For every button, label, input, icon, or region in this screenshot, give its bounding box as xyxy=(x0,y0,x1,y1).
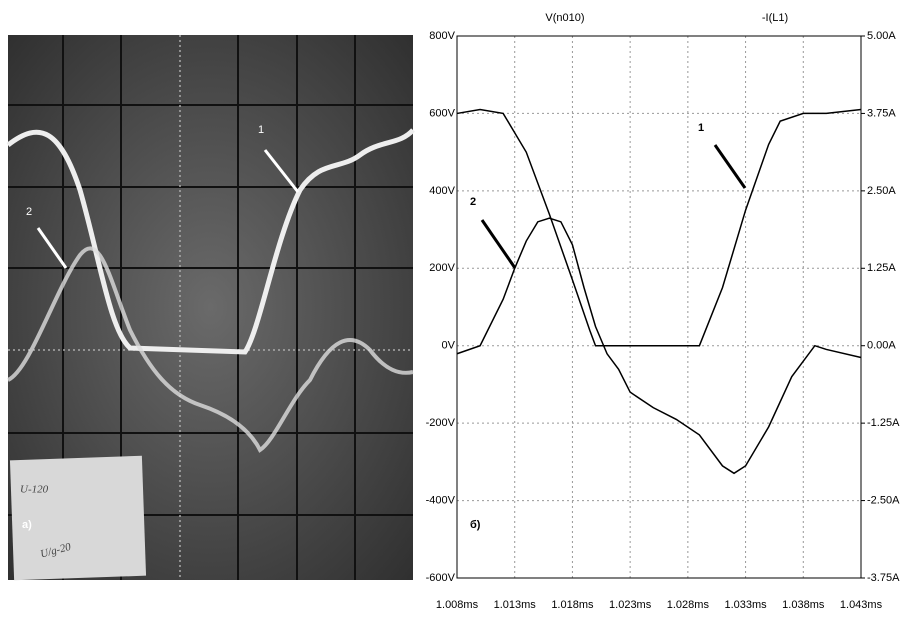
handwritten-note: U-120 xyxy=(20,484,49,496)
annotation: 1 xyxy=(698,122,704,134)
legend-label: V(n010) xyxy=(545,12,584,24)
photo-label: 1 xyxy=(258,124,264,136)
x-tick-label: 1.038ms xyxy=(782,599,825,611)
x-tick-label: 1.033ms xyxy=(724,599,767,611)
y2-tick-label: 3.75A xyxy=(867,107,896,119)
panel-label: а) xyxy=(22,519,32,531)
y2-tick-label: -3.75A xyxy=(867,572,900,584)
trace-1 xyxy=(6,128,415,355)
arrow-2 xyxy=(36,227,68,269)
y-tick-label: -600V xyxy=(426,572,456,584)
x-tick-label: 1.018ms xyxy=(551,599,594,611)
y2-tick-label: -2.50A xyxy=(867,494,900,506)
y-tick-label: 200V xyxy=(429,262,455,274)
trace-2 xyxy=(6,246,414,453)
y-tick-label: 600V xyxy=(429,107,455,119)
plot-frame xyxy=(456,35,862,579)
y-tick-label: 0V xyxy=(442,340,456,352)
x-tick-label: 1.028ms xyxy=(667,599,710,611)
series-line xyxy=(456,108,862,347)
y2-tick-label: 0.00A xyxy=(867,340,896,352)
photo-label: 2 xyxy=(26,206,32,218)
y-tick-label: 400V xyxy=(429,185,455,197)
y2-tick-label: 1.25A xyxy=(867,262,896,274)
y-tick-label: 800V xyxy=(429,30,455,42)
arrow-1 xyxy=(263,149,300,193)
x-tick-label: 1.023ms xyxy=(609,599,652,611)
x-tick-label: 1.008ms xyxy=(436,599,479,611)
y2-tick-label: 2.50A xyxy=(867,185,896,197)
annotation: б) xyxy=(470,519,481,531)
x-tick-label: 1.013ms xyxy=(494,599,537,611)
series-line xyxy=(456,217,862,475)
annotation: 2 xyxy=(470,196,476,208)
y2-tick-label: 5.00A xyxy=(867,30,896,42)
oscilloscope-photo: 1 2 U-120 U/g-20 а) xyxy=(6,35,415,581)
legend-label: -I(L1) xyxy=(762,12,788,24)
arrow xyxy=(713,144,747,189)
y-tick-label: -400V xyxy=(426,494,456,506)
y-tick-label: -200V xyxy=(426,417,456,429)
y2-tick-label: -1.25A xyxy=(867,417,900,429)
arrow xyxy=(480,219,517,269)
x-tick-label: 1.043ms xyxy=(840,599,883,611)
paper-note xyxy=(9,455,147,581)
